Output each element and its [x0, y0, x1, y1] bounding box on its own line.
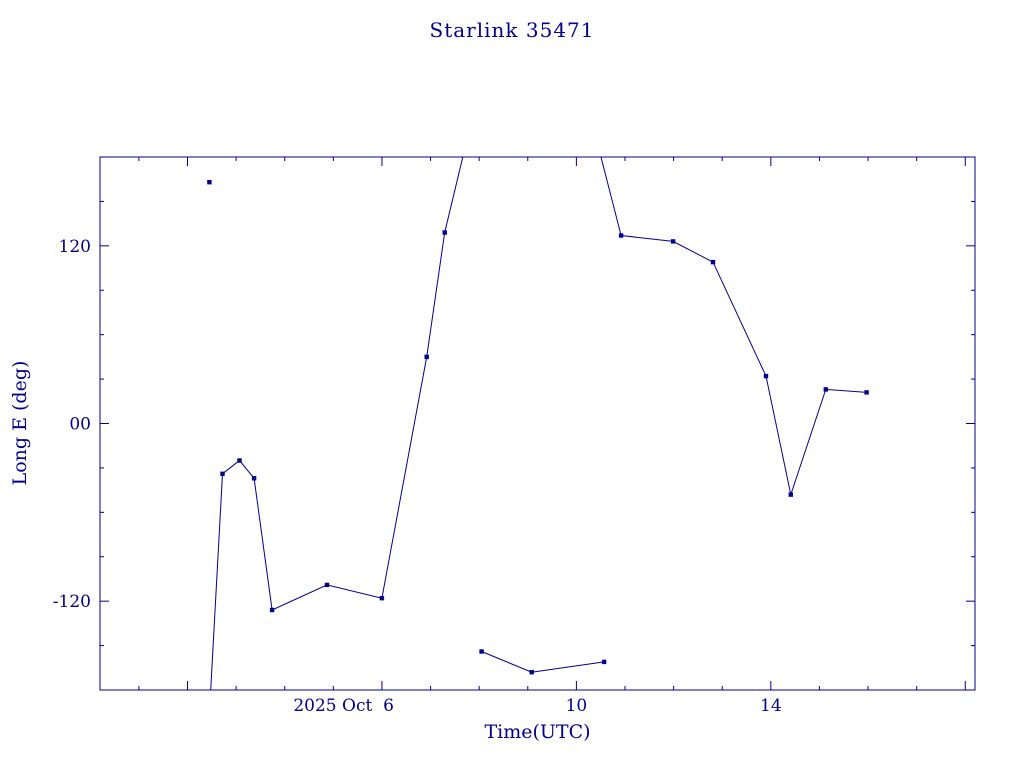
y-tick-label: 120	[59, 237, 91, 257]
series-group	[207, 157, 869, 690]
data-marker	[788, 492, 793, 497]
x-axis-label: Time(UTC)	[484, 721, 591, 743]
data-marker	[237, 458, 242, 463]
data-marker	[479, 649, 484, 654]
data-marker	[324, 582, 330, 588]
data-marker	[424, 354, 429, 360]
series-line-track-2	[600, 157, 867, 497]
data-marker	[269, 607, 275, 613]
data-marker	[670, 239, 676, 244]
data-marker	[251, 476, 257, 481]
chart-title: Starlink 35471	[429, 18, 595, 42]
data-marker	[220, 471, 225, 476]
data-marker	[601, 659, 607, 665]
x-tick-label: 10	[566, 696, 588, 716]
series-line-track-1	[210, 157, 464, 690]
data-marker	[618, 233, 624, 238]
data-marker	[763, 373, 769, 379]
data-marker	[207, 180, 212, 185]
x-tick-label: 2025 Oct 6	[293, 696, 394, 716]
y-tick-label: 00	[69, 415, 91, 435]
x-tick-label: 14	[760, 696, 782, 716]
data-marker	[864, 390, 869, 395]
data-marker	[379, 596, 385, 601]
series-line-track-3	[481, 651, 605, 673]
data-marker	[529, 670, 534, 675]
y-tick-label: -120	[53, 592, 91, 612]
data-marker	[442, 230, 447, 235]
plot-frame	[99, 156, 976, 691]
data-marker	[823, 387, 828, 392]
data-marker	[710, 259, 716, 265]
